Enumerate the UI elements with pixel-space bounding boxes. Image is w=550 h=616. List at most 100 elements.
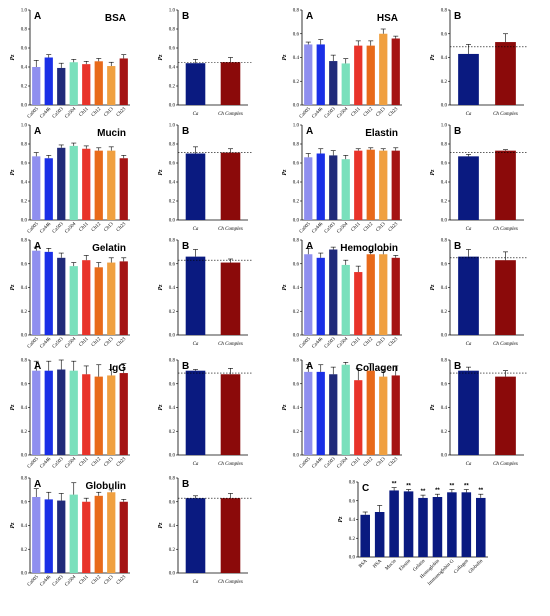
y-tick-label: 0.2 (169, 548, 176, 553)
panel-title: Collagen (356, 363, 398, 374)
y-tick-label: 0.0 (21, 572, 28, 577)
bar (379, 33, 388, 105)
y-tick-label: 0.8 (21, 239, 28, 244)
x-tick-label: Ch Complex (218, 342, 244, 347)
panel-letter: C (362, 483, 369, 494)
x-tick-label: Ca005 (27, 222, 40, 235)
significance-mark: ** (406, 484, 411, 490)
y-tick-label: 0.6 (441, 32, 448, 37)
bar (495, 42, 516, 105)
bar (458, 256, 479, 335)
y-tick-label: 0.8 (293, 359, 300, 364)
x-tick-label: Ca503 (52, 457, 65, 470)
chart-panel-13: 0.0 0.2 0.4 0.6 0.8 Pz B Ca Ch Complex (158, 359, 252, 467)
x-tick-label: Ch13 (103, 107, 115, 119)
x-tick-label: Ca (193, 112, 199, 117)
x-tick-label: Ca504 (64, 107, 77, 120)
x-tick-label: Ch23 (116, 107, 128, 119)
bar (107, 66, 116, 105)
panel-letter: B (454, 361, 461, 372)
x-tick-label: Ca (466, 342, 472, 347)
bar (360, 514, 370, 557)
y-tick-label: 0.0 (21, 454, 28, 459)
bar (354, 380, 363, 455)
y-tick-label: 0.6 (169, 500, 176, 505)
y-tick-label: 0.4 (349, 518, 356, 523)
panel-letter: B (454, 241, 461, 252)
y-tick-label: 0.0 (293, 454, 300, 459)
x-tick-label: Ca503 (52, 575, 65, 588)
y-tick-label: 0.4 (169, 286, 176, 291)
bar (379, 150, 388, 220)
y-tick-label: 0.6 (169, 262, 176, 267)
x-tick-label: Immunoglobin G (427, 559, 455, 587)
y-tick-label: 0.6 (349, 499, 356, 504)
chart-panel-17: 0.0 0.2 0.4 0.6 0.8 Pz B Ca Ch Complex (158, 477, 252, 585)
significance-mark: ** (478, 488, 483, 494)
x-tick-label: Ch12 (363, 337, 375, 349)
bar (354, 150, 363, 220)
x-tick-label: Ch13 (375, 222, 387, 234)
bar (69, 266, 78, 335)
y-tick-label: 0.6 (293, 32, 300, 37)
y-tick-label: 0.0 (349, 556, 356, 561)
x-tick-label: Ca (466, 112, 472, 117)
y-tick-label: 0.2 (21, 200, 28, 205)
bar (458, 370, 479, 455)
x-tick-label: Ca005 (27, 107, 40, 120)
bar (341, 364, 350, 455)
x-tick-label: Ch12 (363, 222, 375, 234)
y-tick-label: 0.6 (21, 500, 28, 505)
panel-letter: B (182, 11, 189, 22)
y-tick-label: 0.6 (169, 382, 176, 387)
bar (304, 157, 313, 220)
bar (354, 272, 363, 335)
x-tick-label: Ch Complex (493, 342, 519, 347)
chart-panel-5: 0.0 0.2 0.4 0.6 0.8 1.0 Pz B Ca Ch Complex (158, 124, 252, 232)
x-tick-label: Ch11 (79, 107, 90, 118)
y-tick-label: 0.0 (169, 219, 176, 224)
y-axis-label: Pz (158, 404, 164, 411)
x-tick-label: Ch11 (79, 575, 90, 586)
x-tick-label: Ch11 (351, 107, 362, 118)
bar (495, 260, 516, 335)
bar (44, 57, 53, 105)
bar (374, 512, 385, 557)
y-tick-label: 0.8 (21, 143, 28, 148)
bar (341, 264, 350, 335)
x-tick-label: Ch12 (363, 107, 375, 119)
y-axis-label: Pz (282, 169, 288, 176)
bar (185, 63, 206, 105)
x-tick-label: Ca503 (52, 337, 65, 350)
bar (119, 373, 128, 455)
y-axis-label: Pz (430, 284, 436, 291)
x-tick-label: Ch13 (375, 337, 387, 349)
panel-letter: B (182, 361, 189, 372)
y-tick-label: 0.0 (293, 334, 300, 339)
y-axis-label: Pz (282, 284, 288, 291)
y-tick-label: 0.2 (169, 430, 176, 435)
x-tick-label: Ca504 (336, 457, 349, 470)
chart-panel-2: 0.0 0.2 0.4 0.6 0.8 Pz A HSA Ca005 Ca446 Ca503 Ca50… (282, 9, 402, 120)
significance-mark: ** (450, 484, 455, 490)
y-tick-label: 0.6 (169, 162, 176, 167)
bar (304, 371, 313, 455)
bar (220, 498, 241, 573)
y-tick-label: 0.2 (441, 430, 448, 435)
y-tick-label: 0.6 (169, 47, 176, 52)
bar (82, 501, 91, 573)
y-tick-label: 0.2 (349, 537, 356, 542)
y-tick-label: 0.6 (441, 162, 448, 167)
x-tick-label: Ch13 (103, 337, 115, 349)
y-tick-label: 0.2 (293, 430, 300, 435)
bar (354, 45, 363, 105)
x-tick-label: Ca503 (324, 222, 337, 235)
x-tick-label: Ca005 (299, 457, 312, 470)
chart-panel-1: 0.0 0.2 0.4 0.6 0.8 1.0 Pz B Ca Ch Complex (158, 9, 252, 117)
y-tick-label: 0.8 (169, 239, 176, 244)
bar (82, 374, 91, 455)
y-tick-label: 0.4 (293, 181, 300, 186)
x-tick-label: Ca446 (39, 575, 52, 588)
